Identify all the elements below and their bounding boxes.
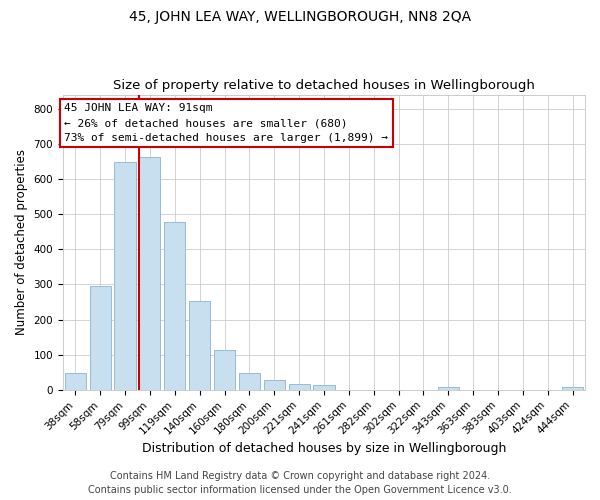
Bar (214, 350, 235, 390)
X-axis label: Distribution of detached houses by size in Wellingborough: Distribution of detached houses by size … (142, 442, 506, 455)
Text: 45 JOHN LEA WAY: 91sqm
← 26% of detached houses are smaller (680)
73% of semi-de: 45 JOHN LEA WAY: 91sqm ← 26% of detached… (64, 104, 388, 143)
Bar (239, 372, 260, 390)
Bar (562, 388, 583, 390)
Title: Size of property relative to detached houses in Wellingborough: Size of property relative to detached ho… (113, 79, 535, 92)
Bar (65, 374, 86, 390)
Bar (189, 301, 210, 390)
Bar (164, 222, 185, 390)
Text: Contains HM Land Registry data © Crown copyright and database right 2024.
Contai: Contains HM Land Registry data © Crown c… (88, 471, 512, 495)
Bar (437, 387, 459, 390)
Bar (289, 384, 310, 390)
Bar (313, 386, 335, 390)
Bar (139, 158, 160, 390)
Y-axis label: Number of detached properties: Number of detached properties (15, 149, 28, 335)
Bar (263, 380, 285, 390)
Bar (115, 162, 136, 390)
Bar (89, 286, 111, 390)
Text: 45, JOHN LEA WAY, WELLINGBOROUGH, NN8 2QA: 45, JOHN LEA WAY, WELLINGBOROUGH, NN8 2Q… (129, 10, 471, 24)
